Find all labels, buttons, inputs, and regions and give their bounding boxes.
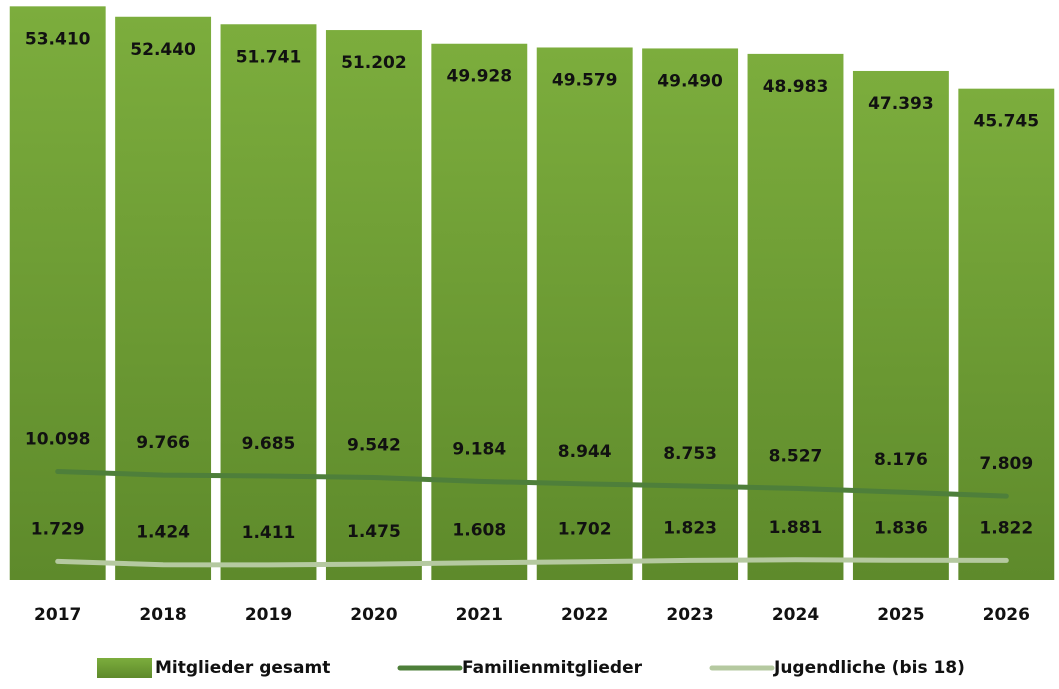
data-label: 8.944 bbox=[558, 442, 612, 462]
data-label: 51.202 bbox=[341, 53, 407, 73]
x-tick-label: 2026 bbox=[983, 605, 1030, 625]
data-label: 47.393 bbox=[868, 94, 934, 114]
data-label: 9.685 bbox=[242, 434, 296, 454]
legend-label: Jugendliche (bis 18) bbox=[773, 658, 965, 678]
data-label: 51.741 bbox=[236, 47, 302, 67]
data-label: 1.822 bbox=[979, 518, 1033, 538]
data-label: 9.542 bbox=[347, 436, 401, 456]
data-label: 52.440 bbox=[130, 40, 196, 60]
bar bbox=[325, 30, 422, 580]
x-tick-label: 2025 bbox=[877, 605, 924, 625]
data-label: 1.881 bbox=[769, 518, 823, 538]
data-label: 10.098 bbox=[25, 430, 91, 450]
x-tick-label: 2020 bbox=[350, 605, 397, 625]
data-label: 8.176 bbox=[874, 450, 928, 470]
x-tick-label: 2021 bbox=[456, 605, 503, 625]
x-tick-label: 2022 bbox=[561, 605, 608, 625]
data-label: 53.410 bbox=[25, 29, 91, 49]
data-label: 1.411 bbox=[242, 523, 296, 543]
line bbox=[55, 557, 1009, 568]
bar bbox=[642, 48, 739, 581]
data-label: 1.702 bbox=[558, 520, 612, 540]
data-label: 1.608 bbox=[452, 521, 506, 541]
data-label: 7.809 bbox=[979, 454, 1033, 474]
x-tick-label: 2017 bbox=[34, 605, 81, 625]
data-label: 49.928 bbox=[446, 67, 512, 87]
bar bbox=[9, 6, 106, 581]
legend-label: Mitglieder gesamt bbox=[155, 658, 330, 678]
data-label: 9.766 bbox=[136, 433, 190, 453]
x-tick-label: 2019 bbox=[245, 605, 292, 625]
line bbox=[55, 469, 1009, 499]
bar bbox=[852, 70, 949, 580]
x-tick-label: 2024 bbox=[772, 605, 819, 625]
x-tick-label: 2023 bbox=[666, 605, 713, 625]
data-label: 45.745 bbox=[973, 112, 1039, 132]
data-label: 1.823 bbox=[663, 518, 717, 538]
bar bbox=[958, 88, 1055, 580]
data-label: 49.579 bbox=[552, 70, 618, 90]
data-label: 48.983 bbox=[763, 77, 829, 97]
legend-swatch bbox=[97, 658, 152, 678]
data-label: 49.490 bbox=[657, 71, 723, 91]
data-label: 9.184 bbox=[452, 439, 506, 459]
data-label: 8.527 bbox=[769, 446, 823, 466]
bar bbox=[220, 24, 317, 581]
legend-label: Familienmitglieder bbox=[462, 658, 643, 678]
data-label: 1.475 bbox=[347, 522, 401, 542]
data-label: 8.753 bbox=[663, 444, 717, 464]
data-label: 1.729 bbox=[31, 519, 85, 539]
x-tick-label: 2018 bbox=[139, 605, 186, 625]
data-label: 1.836 bbox=[874, 518, 928, 538]
bar bbox=[536, 47, 633, 581]
bar bbox=[115, 16, 212, 581]
data-label: 1.424 bbox=[136, 523, 190, 543]
bar bbox=[431, 43, 528, 580]
bar bbox=[747, 53, 844, 581]
